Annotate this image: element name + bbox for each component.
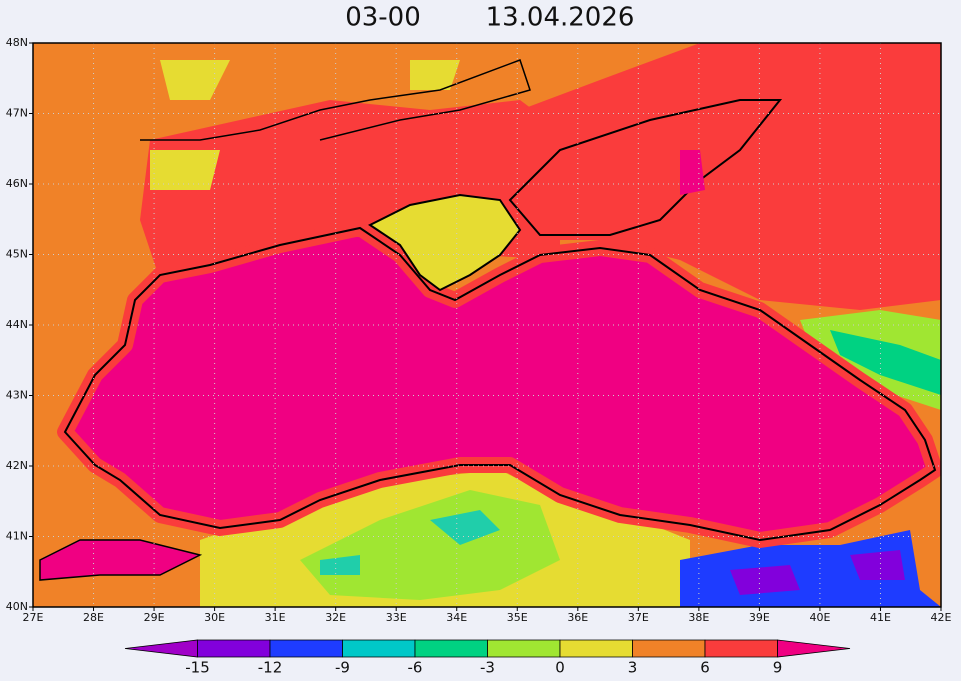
colorbar-segment: [777, 639, 851, 658]
lon-label: 34E: [446, 611, 467, 624]
colorbar-segment: [269, 639, 343, 658]
lat-label: 40N: [6, 600, 28, 613]
colorbar-label: 3: [628, 659, 638, 677]
lon-label: 38E: [688, 611, 709, 624]
lon-label: 37E: [628, 611, 649, 624]
colorbar-segment: [342, 639, 416, 658]
lon-label: 42E: [931, 611, 952, 624]
colorbar-segment: [487, 639, 561, 658]
lat-label: 46N: [6, 177, 28, 190]
colorbar-label: -12: [258, 659, 283, 677]
colorbar-label: 6: [700, 659, 710, 677]
lat-label: 41N: [6, 530, 28, 543]
field: [33, 43, 941, 607]
cold-area: [830, 330, 941, 395]
coastline: [140, 59, 531, 141]
colorbar-segment: [414, 639, 488, 658]
lat-label: 48N: [6, 36, 28, 49]
colorbar-label: -6: [408, 659, 423, 677]
warm-area: [520, 43, 941, 310]
lat-label: 42N: [6, 459, 28, 472]
coldest-area: [730, 550, 905, 595]
lat-label: 45N: [6, 248, 28, 261]
lon-label: 29E: [144, 611, 165, 624]
lon-label: 33E: [386, 611, 407, 624]
lon-label: 41E: [870, 611, 891, 624]
marmara-sea: [39, 539, 203, 581]
cold-area: [320, 510, 500, 575]
lon-label: 39E: [749, 611, 770, 624]
colorbar-segment: [704, 639, 778, 658]
crimea: [368, 193, 522, 292]
lon-label: 40E: [809, 611, 830, 624]
colorbar-segment: [124, 639, 198, 658]
colorbar: -15 -12 -9 -6 -3 0 3 6 9: [124, 639, 851, 677]
colorbar-segment: [197, 639, 271, 658]
lat-label: 47N: [6, 107, 28, 120]
lon-label: 27E: [23, 611, 44, 624]
lat-label: 43N: [6, 389, 28, 402]
lon-label: 35E: [507, 611, 528, 624]
axis-labels: 27E 28E 29E 30E 31E 32E 33E 34E 35E 36E 37E 38E 39E 4…: [6, 36, 952, 624]
lon-label: 28E: [83, 611, 104, 624]
colorbar-segment: [632, 639, 706, 658]
lon-label: 36E: [567, 611, 588, 624]
lon-label: 31E: [265, 611, 286, 624]
azov-sea: [508, 99, 783, 236]
colorbar-segment: [559, 639, 633, 658]
time-label: 03-00: [345, 3, 421, 33]
cool-area: [300, 490, 560, 600]
colorbar-label: -3: [480, 659, 495, 677]
lon-label: 32E: [325, 611, 346, 624]
coastline: [63, 226, 937, 542]
colorbar-label: -9: [335, 659, 350, 677]
lat-label: 44N: [6, 318, 28, 331]
grid: [33, 43, 941, 607]
lon-label: 30E: [204, 611, 225, 624]
cool-area: [150, 60, 460, 190]
colorbar-label: 0: [555, 659, 565, 677]
colorbar-label: 9: [773, 659, 783, 677]
date-label: 13.04.2026: [486, 3, 635, 33]
colorbar-label: -15: [185, 659, 210, 677]
